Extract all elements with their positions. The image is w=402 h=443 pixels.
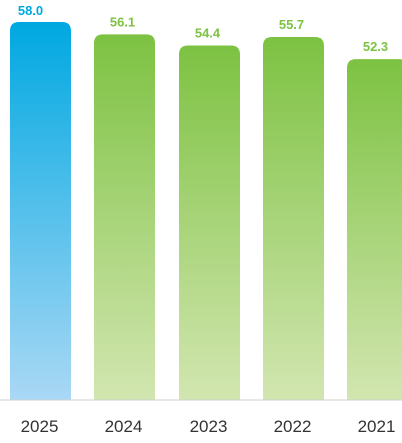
bar-2023 [179, 45, 240, 401]
x-axis-ticks: 2025 2024 2023 2022 2021 [21, 417, 396, 436]
tick-label-2023: 2023 [190, 417, 228, 436]
value-label-2025: 58.0 [18, 3, 43, 18]
value-label-2021: 52.3 [363, 39, 388, 54]
tick-label-2021: 2021 [358, 417, 396, 436]
tick-label-2024: 2024 [105, 417, 143, 436]
bar-2025 [10, 22, 71, 400]
value-label-2023: 54.4 [195, 25, 221, 40]
tick-label-2025: 2025 [21, 417, 59, 436]
value-label-2024: 56.1 [110, 14, 135, 29]
bar-2024 [94, 34, 155, 401]
bars [10, 22, 402, 401]
tick-label-2022: 2022 [274, 417, 312, 436]
bar-2022 [263, 36, 324, 400]
value-label-2022: 55.7 [279, 17, 304, 32]
bar-2021 [347, 59, 402, 400]
value-labels: 58.0 56.1 54.4 55.7 52.3 [18, 3, 388, 54]
